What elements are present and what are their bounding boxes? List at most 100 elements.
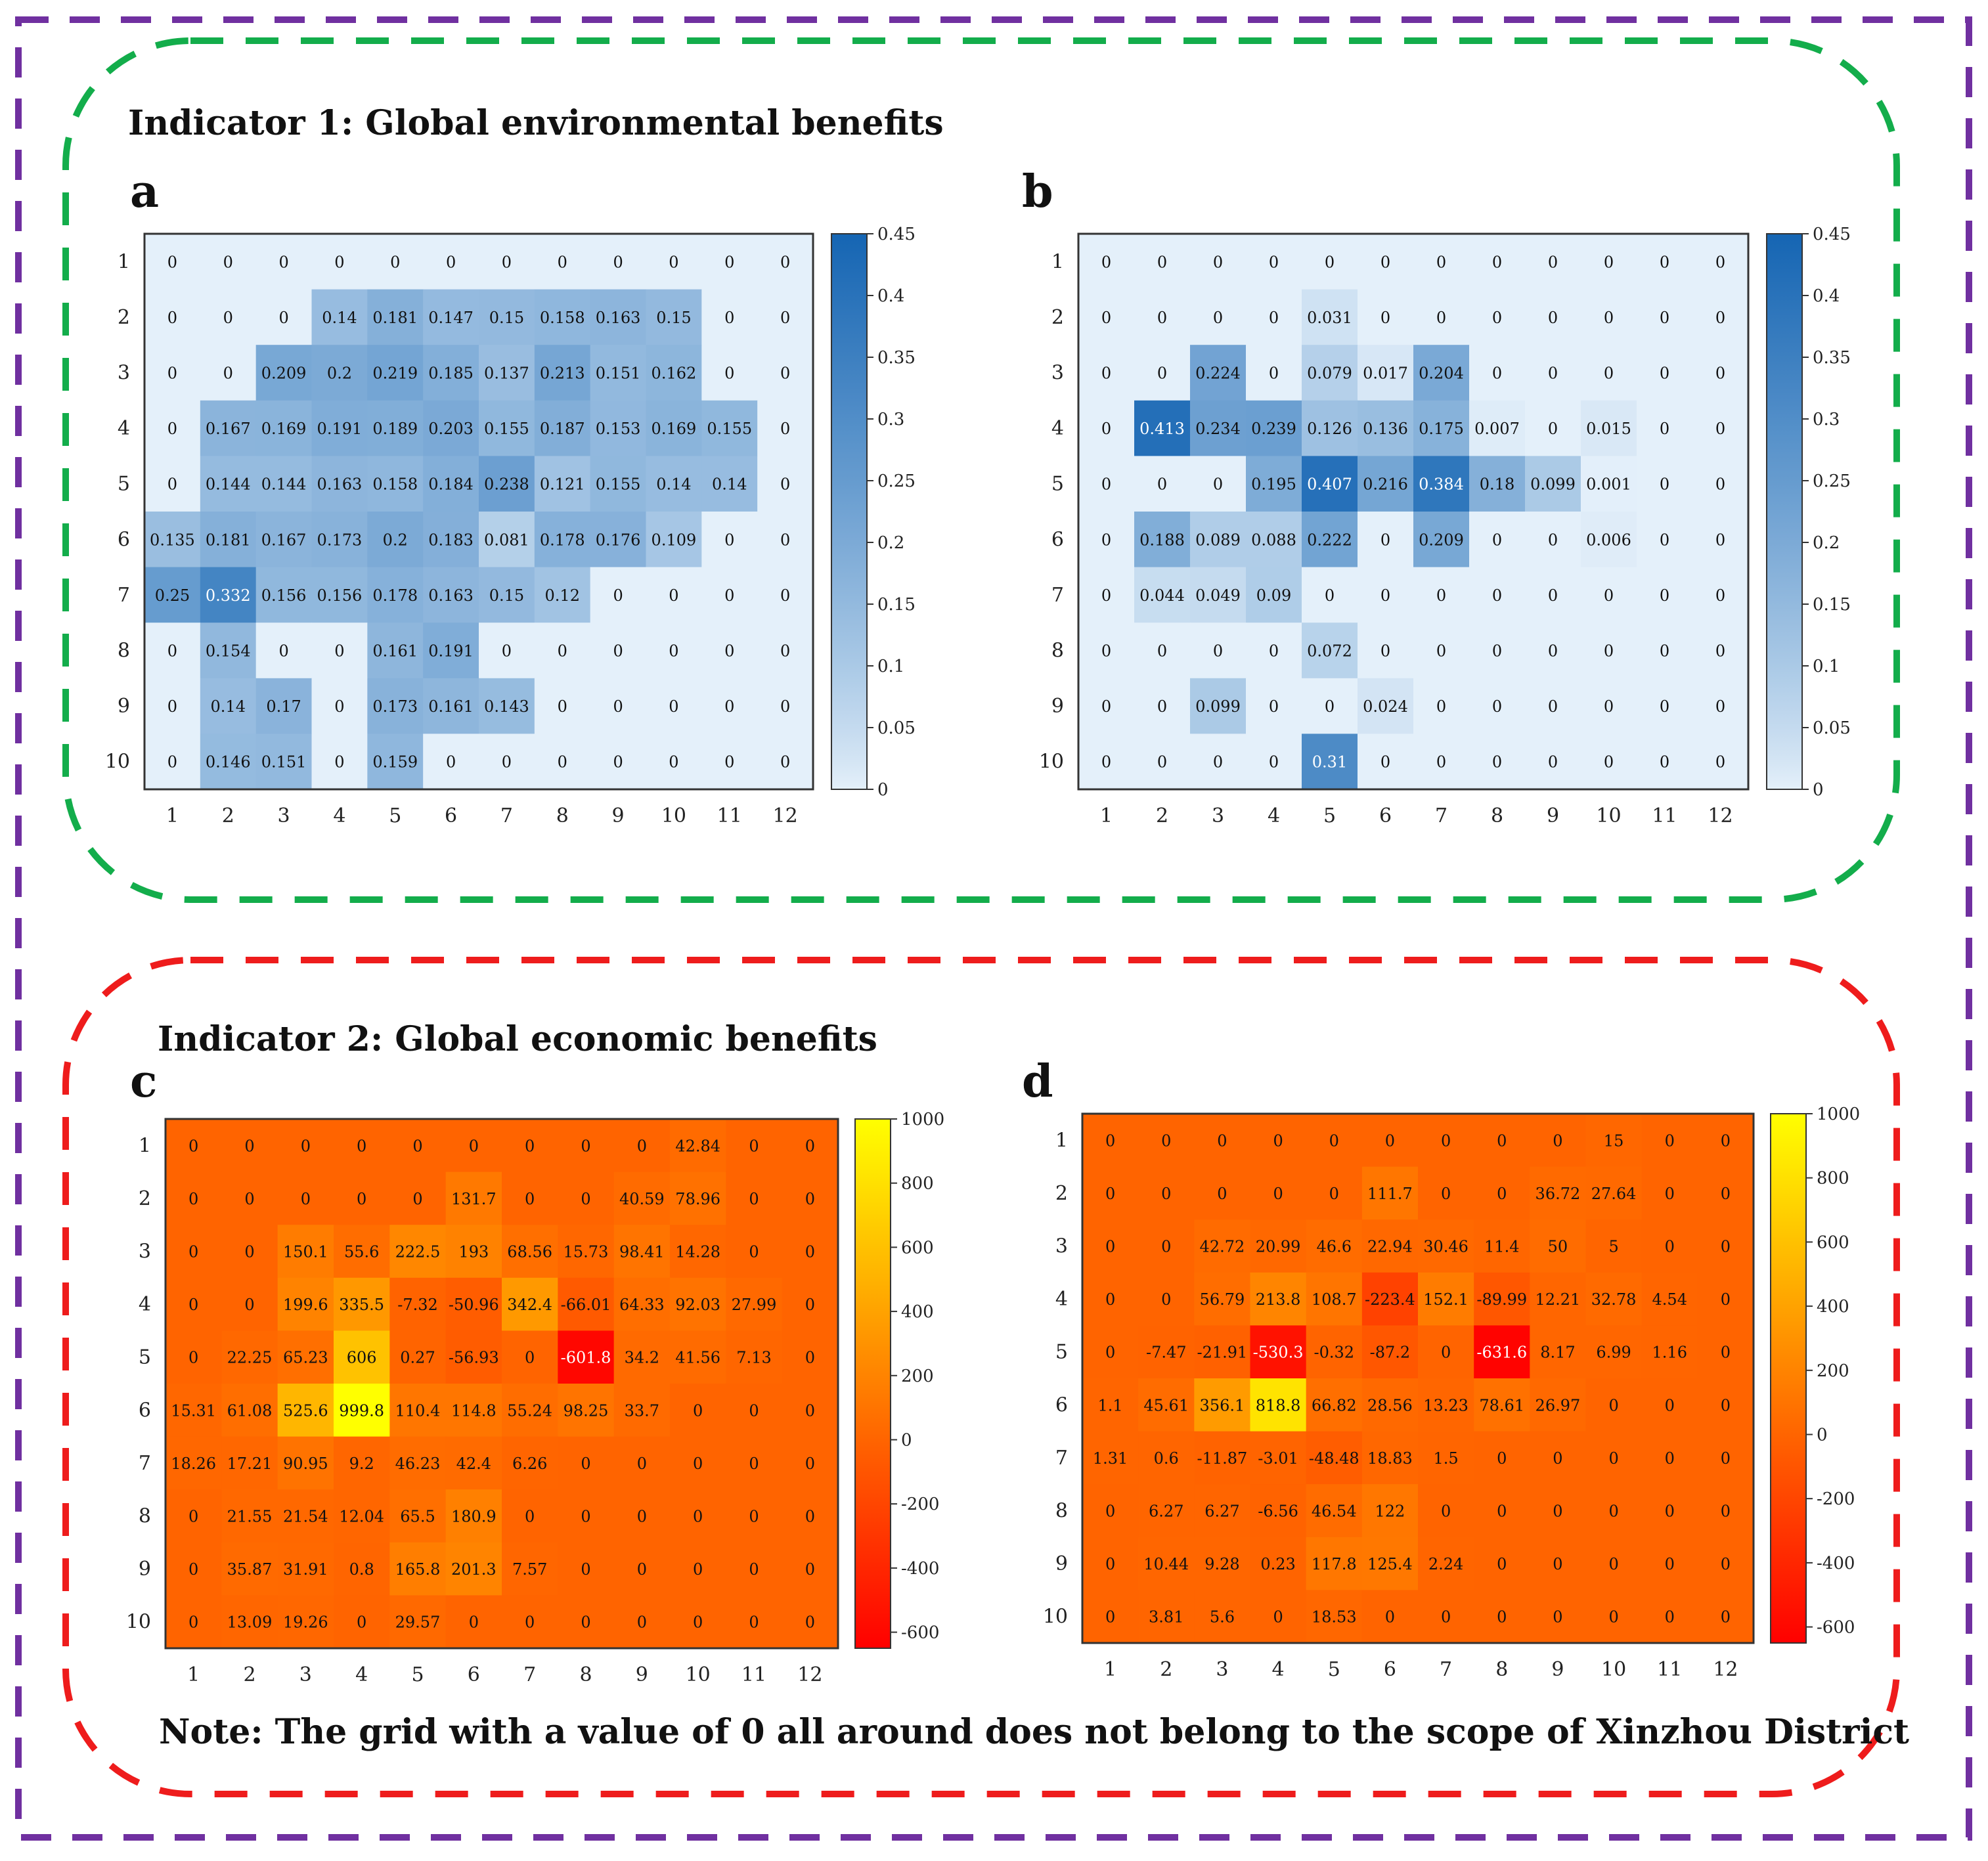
heatmap-cell-label: 0.12 [545,586,580,605]
x-tick-label: 1 [166,804,179,827]
heatmap-cell-label: 0 [1608,1502,1618,1521]
colorbar [1766,233,1803,790]
heatmap-cell-label: 0 [1105,1238,1115,1256]
heatmap-cell-label: 0 [1492,531,1502,549]
heatmap-cell-label: 0 [1269,642,1279,661]
heatmap-cell [367,567,424,623]
heatmap-cell [590,456,646,512]
heatmap-cell-label: 0 [780,531,790,549]
heatmap-cell [255,623,312,679]
heatmap-cell [389,1277,447,1331]
heatmap-cell-label: 0 [469,1613,479,1632]
heatmap-cell [1250,1590,1307,1644]
heatmap-cell-label: 0.178 [540,531,585,549]
heatmap-cell [757,512,814,568]
heatmap-cell [726,1171,783,1225]
heatmap-cell [1641,1537,1698,1590]
heatmap-cell-label: 0.2 [383,531,408,549]
heatmap-cell [1581,623,1637,679]
heatmap-cell-label: 125.4 [1367,1555,1413,1573]
heatmap-cell-label: 0 [223,309,233,327]
heatmap-cell-label: 0.176 [596,531,641,549]
heatmap-cell [757,234,814,290]
heatmap-cell-label: 0 [805,1243,815,1261]
heatmap-cell [221,1171,278,1225]
heatmap-cell [1358,234,1414,290]
heatmap-cell-label: 0 [1213,253,1223,271]
heatmap-cell [367,678,424,734]
heatmap-cell-label: 46.6 [1317,1238,1352,1256]
heatmap-cell [277,1436,334,1490]
heatmap-cell [423,512,479,568]
heatmap-cell [311,345,368,401]
heatmap-cell [389,1330,447,1384]
heatmap-cell [670,1436,726,1490]
heatmap-cell [1530,1114,1586,1168]
heatmap-cell [1641,1114,1698,1168]
heatmap-cell-label: 0 [1548,420,1558,438]
heatmap-cell-label: 0 [390,253,400,271]
heatmap-cell-label: 0 [1157,642,1167,661]
heatmap-cell [1306,1431,1363,1485]
heatmap-cell [613,1384,671,1437]
heatmap-cell-label: 335.5 [339,1296,384,1314]
heatmap-cell [1361,1537,1419,1590]
heatmap-cell [1194,1325,1250,1379]
heatmap-cell-label: 0 [1105,1185,1115,1203]
heatmap-cell-label: 0 [669,642,678,661]
heatmap-cell-label: 0 [1497,1502,1507,1521]
heatmap-cell-label: 6.27 [1204,1502,1239,1521]
heatmap-cell-label: 0 [1492,642,1502,661]
heatmap-cell [726,1595,783,1649]
heatmap-cell-label: 0 [188,1508,198,1526]
heatmap-cell [1190,733,1247,790]
heatmap-cell-label: 13.09 [227,1613,273,1632]
heatmap-cell [311,678,368,734]
heatmap-cell [255,345,312,401]
heatmap-cell [1474,1272,1530,1326]
heatmap-cell [670,1225,726,1279]
heatmap-cell-label: 0 [749,1137,759,1155]
heatmap-cell [646,289,702,345]
heatmap-cell [1581,345,1637,401]
heatmap-cell [1581,733,1637,790]
heatmap-cell-label: 61.08 [227,1401,273,1420]
heatmap-cell [1469,567,1526,623]
heatmap-cell [1190,623,1247,679]
heatmap-cell-label: 0 [1604,642,1614,661]
colorbar-tick-label: 200 [901,1367,934,1386]
heatmap-cell [334,1384,390,1437]
heatmap-cell-label: 0.126 [1307,420,1352,438]
heatmap-cell-label: 0 [223,364,233,383]
heatmap-cell [1525,733,1581,790]
heatmap-cell [701,623,758,679]
heatmap-cell [311,456,368,512]
heatmap-cell-label: 0 [1660,642,1669,661]
heatmap-cell-label: 0.27 [400,1349,435,1367]
heatmap-cell-label: 0 [1604,697,1614,716]
heatmap-cell [1692,567,1749,623]
heatmap-cell [1190,678,1247,734]
colorbar-tick-label: 0.3 [1813,410,1840,429]
heatmap-cell [1637,512,1693,568]
heatmap-cell [1190,345,1247,401]
heatmap-cell-label: 0 [1105,1290,1115,1309]
x-tick-label: 10 [686,1663,711,1686]
heatmap-cell [726,1119,783,1173]
heatmap-cell-label: 0 [167,364,177,383]
heatmap-cell [479,733,535,790]
heatmap-cell-label: 0 [1217,1131,1227,1150]
heatmap-cell [1190,400,1247,456]
heatmap-cell-label: 0.6 [1154,1449,1179,1468]
heatmap-cell [166,1436,222,1490]
heatmap-cell [1306,1484,1363,1538]
heatmap-cell-label: 31.91 [283,1560,328,1579]
heatmap-cell [1697,1219,1754,1273]
heatmap-cell-label: 0 [223,253,233,271]
x-tick-label: 1 [1100,804,1113,827]
heatmap-cell-label: 0.044 [1139,586,1185,605]
y-tick-label: 6 [1055,1393,1068,1416]
heatmap-cell [1413,678,1470,734]
heatmap-cell-label: 0.15 [656,309,691,327]
